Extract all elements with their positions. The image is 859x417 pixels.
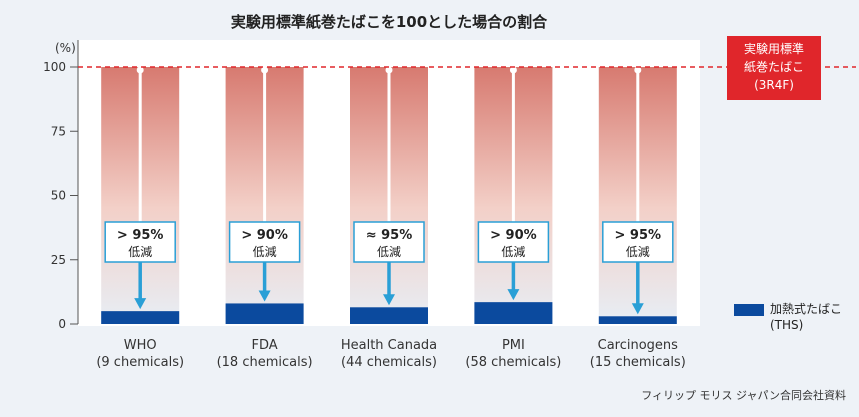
- reduction-text: 低減: [501, 244, 525, 259]
- y-tick-label: 75: [51, 124, 66, 138]
- bar-ths: [101, 311, 180, 324]
- y-tick-label: 50: [51, 189, 66, 203]
- reduction-text: 低減: [377, 244, 401, 259]
- reduction-value: > 95%: [615, 228, 662, 243]
- x-category-sublabel: (15 chemicals): [590, 355, 686, 370]
- bar-ths: [598, 316, 677, 324]
- x-category-label: PMI: [502, 338, 525, 353]
- reduction-value: > 90%: [241, 228, 288, 243]
- bar-ths: [350, 307, 428, 324]
- x-category-sublabel: (58 chemicals): [465, 355, 561, 370]
- reduction-label-box: [104, 221, 176, 263]
- reduction-text: 低減: [253, 244, 277, 259]
- y-tick-label: 0: [58, 317, 66, 331]
- legend: 加熱式たばこ (THS): [734, 302, 842, 332]
- reference-label-line-2: 紙巻たばこ: [744, 59, 804, 74]
- y-tick-label: 25: [51, 253, 66, 267]
- reference-label-line-3: (3R4F): [754, 78, 794, 92]
- reduction-text: 低減: [626, 244, 650, 259]
- bar-ths: [474, 302, 553, 324]
- source-note: フィリップ モリス ジャパン合同会社資料: [641, 388, 846, 402]
- x-category-sublabel: (9 chemicals): [96, 355, 184, 370]
- legend-label-line-1: 加熱式たばこ: [770, 302, 842, 316]
- divider-cap: [509, 66, 517, 74]
- reference-label-box: [727, 36, 821, 100]
- reduction-label-box: [477, 221, 550, 263]
- reduction-value: > 95%: [117, 228, 164, 243]
- reduction-arrow-head: [258, 290, 271, 302]
- reduction-arrow-head: [134, 298, 147, 310]
- bar-ths: [225, 303, 304, 324]
- legend-label-line-2: (THS): [770, 318, 803, 332]
- divider-cap: [634, 66, 642, 74]
- reduction-label-box: [602, 221, 674, 263]
- reduction-arrow-head: [631, 303, 644, 315]
- divider-cap: [385, 66, 393, 74]
- x-category-label: WHO: [124, 338, 157, 353]
- reduction-value: ≈ 95%: [366, 228, 413, 243]
- reduction-value: > 90%: [490, 228, 537, 243]
- reduction-label-box: [228, 221, 301, 263]
- x-category-label: Carcinogens: [598, 338, 679, 353]
- x-category-sublabel: (18 chemicals): [217, 355, 313, 370]
- reduction-arrow-head: [507, 289, 520, 301]
- y-axis-unit: (%): [55, 41, 76, 55]
- reduction-label-box: [353, 221, 425, 263]
- legend-swatch-ths: [734, 304, 764, 316]
- reduction-text: 低減: [128, 244, 152, 259]
- x-category-label: FDA: [252, 338, 278, 353]
- reference-label: 実験用標準 紙巻たばこ (3R4F): [727, 36, 821, 100]
- divider-cap: [261, 66, 269, 74]
- x-category-label: Health Canada: [341, 338, 437, 353]
- divider-cap: [136, 66, 144, 74]
- x-category-sublabel: (44 chemicals): [341, 355, 437, 370]
- reference-label-line-1: 実験用標準: [744, 41, 804, 56]
- chart-title: 実験用標準紙巻たばこを100とした場合の割合: [231, 13, 548, 31]
- reduction-arrow-head: [383, 294, 395, 306]
- y-tick-label: 100: [43, 60, 66, 74]
